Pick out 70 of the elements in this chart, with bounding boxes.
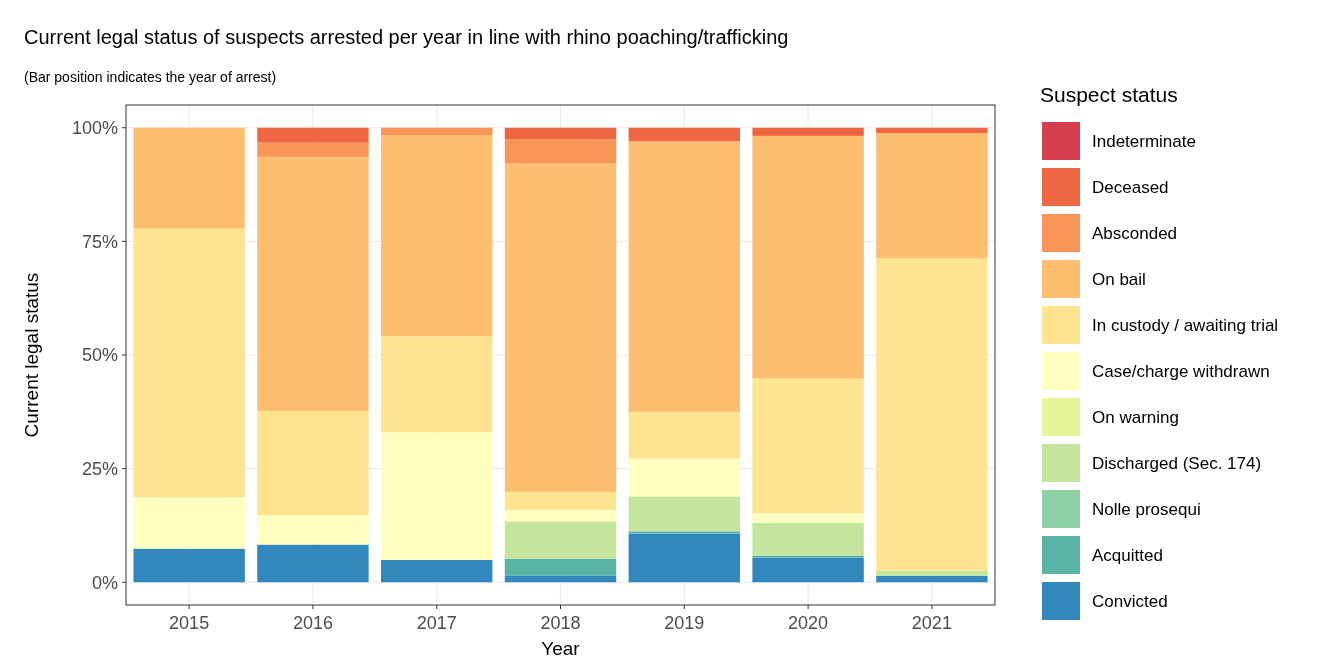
- y-tick-label: 75%: [81, 231, 118, 252]
- chart-subtitle: (Bar position indicates the year of arrest): [24, 69, 277, 85]
- legend-label: Convicted: [1092, 591, 1168, 611]
- x-tick-label: 2020: [788, 613, 829, 633]
- bar: [628, 141, 740, 412]
- bar: [628, 127, 740, 142]
- bar: [133, 127, 245, 229]
- bar: [504, 558, 617, 576]
- bar: [752, 555, 864, 558]
- bar: [257, 544, 369, 583]
- bar: [133, 497, 245, 549]
- bar: [381, 560, 493, 583]
- x-tick-label: 2016: [292, 613, 333, 633]
- chart-title: Current legal status of suspects arrested per year in line with rhino poaching/trafficking: [24, 26, 789, 48]
- bar: [504, 127, 617, 140]
- x-axis-title: Year: [541, 638, 581, 659]
- bar: [752, 127, 864, 136]
- bar: [876, 570, 988, 576]
- x-tick-label: 2015: [169, 613, 210, 633]
- bar: [628, 411, 740, 459]
- bar: [628, 458, 740, 497]
- bar: [504, 575, 617, 583]
- bar: [752, 135, 864, 379]
- bar: [752, 557, 864, 583]
- bar: [628, 533, 740, 583]
- bar: [752, 522, 864, 556]
- legend-label: In custody / awaiting trial: [1092, 315, 1279, 335]
- bar: [257, 127, 369, 143]
- bar: [257, 156, 369, 411]
- legend-label: Nolle prosequi: [1092, 499, 1201, 519]
- bar: [628, 496, 740, 532]
- bar: [257, 410, 369, 515]
- bar: [752, 513, 864, 523]
- y-axis-title: Current legal status: [21, 272, 42, 438]
- bar: [133, 228, 245, 498]
- bar: [876, 133, 988, 259]
- legend-label: Absconded: [1092, 223, 1178, 243]
- legend-label: Indeterminate: [1092, 131, 1196, 151]
- bar: [876, 127, 988, 134]
- bar: [257, 142, 369, 157]
- bar: [876, 258, 988, 571]
- legend-label: On warning: [1092, 407, 1179, 427]
- x-tick-label: 2019: [664, 613, 705, 633]
- bar: [752, 378, 864, 514]
- bar: [381, 432, 493, 560]
- x-tick-label: 2018: [540, 613, 581, 633]
- bar: [504, 510, 617, 522]
- legend-label: Discharged (Sec. 174): [1092, 453, 1262, 473]
- legend-label: On bail: [1092, 269, 1146, 289]
- bar: [876, 575, 988, 583]
- bar: [628, 531, 740, 534]
- bar: [504, 521, 617, 559]
- y-tick-label: 0%: [91, 572, 118, 593]
- x-tick-label: 2021: [911, 613, 952, 633]
- bar: [257, 515, 369, 545]
- y-tick-label: 100%: [71, 118, 118, 139]
- bar: [133, 548, 245, 583]
- legend-label: Case/charge withdrawn: [1092, 361, 1270, 381]
- bar: [504, 163, 617, 492]
- bar: [381, 127, 493, 135]
- legend-title: Suspect status: [1040, 83, 1178, 106]
- legend-label: Acquitted: [1092, 545, 1163, 565]
- bar: [381, 336, 493, 433]
- bar: [504, 491, 617, 510]
- bar: [381, 135, 493, 337]
- bar: [504, 139, 617, 164]
- y-tick-label: 25%: [81, 458, 118, 479]
- legend-label: Deceased: [1092, 177, 1169, 197]
- x-tick-label: 2017: [416, 613, 457, 633]
- y-tick-label: 50%: [81, 345, 118, 366]
